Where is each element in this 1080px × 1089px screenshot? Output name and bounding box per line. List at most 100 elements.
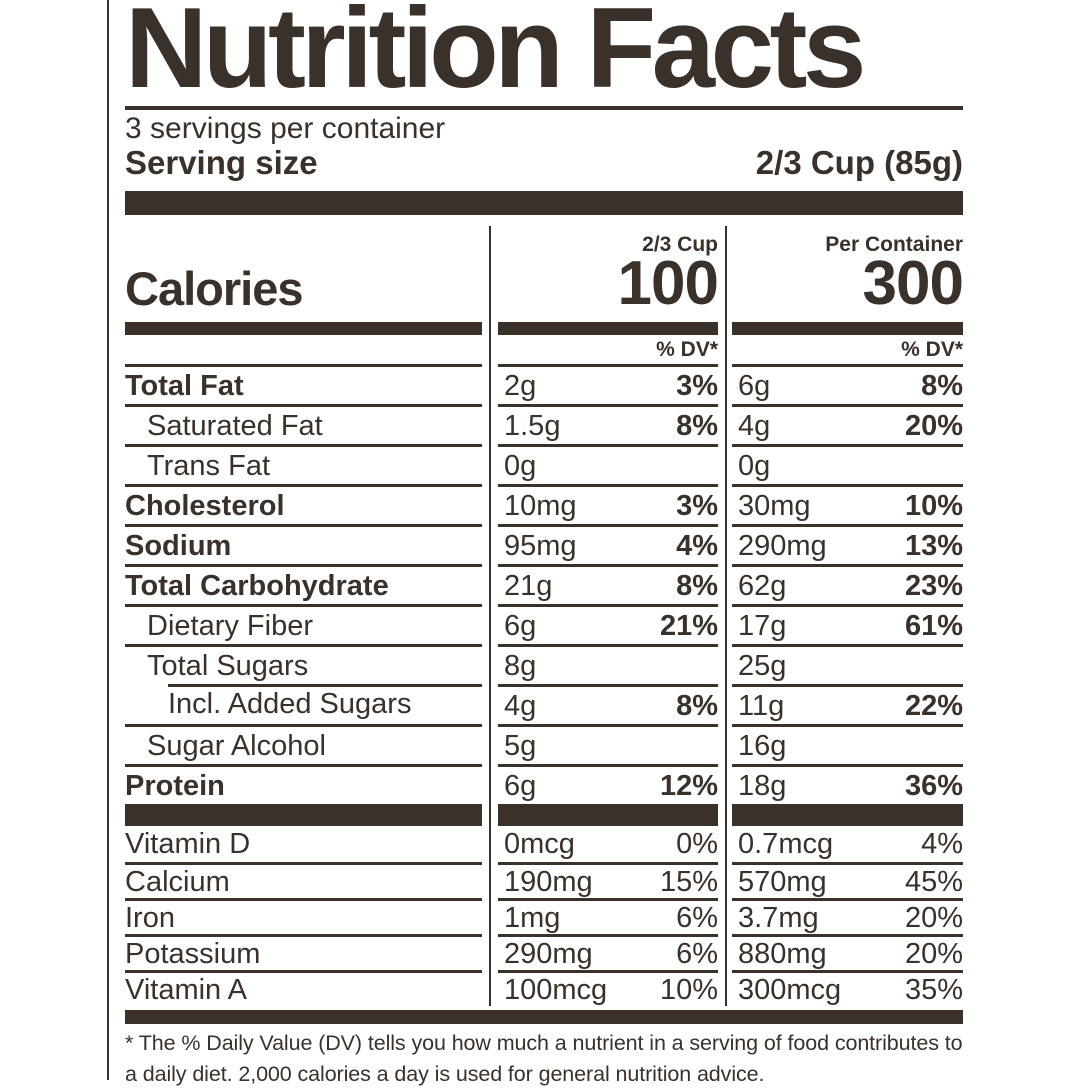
servings-per-container: 3 servings per container <box>125 112 446 145</box>
per-container-values: 4g 20% <box>732 404 963 444</box>
nutrient-row: Trans Fat 0g 0g <box>125 444 963 484</box>
dv-per-serving: 6% <box>676 901 718 934</box>
dv-per-serving: 8% <box>676 689 718 722</box>
nutrient-row: Sugar Alcohol 5g 16g <box>125 724 963 764</box>
amount-per-serving: 95mg <box>504 529 577 562</box>
per-container-column-header: Per Container <box>825 232 963 256</box>
amount-per-container: 16g <box>738 729 787 762</box>
per-serving-values: 0mcg 0% <box>498 826 718 862</box>
daily-value-header-row: % DV* % DV* <box>125 335 963 364</box>
nutrient-row: Sodium 95mg 4% 290mg 13% <box>125 524 963 564</box>
nutrient-name: Sodium <box>125 524 482 564</box>
serving-size-row: Serving size 2/3 Cup (85g) <box>125 144 963 182</box>
dv-per-container: 22% <box>904 689 963 722</box>
nutrient-name: Incl. Added Sugars <box>125 684 482 724</box>
per-container-values: 62g 23% <box>732 564 963 604</box>
calories-header-row: 2/3 Cup Per Container <box>125 226 963 256</box>
per-serving-values: 8g <box>498 644 718 684</box>
amount-per-container: 4g <box>738 409 771 442</box>
dv-per-container: 20% <box>904 409 963 442</box>
dv-per-serving: 0% <box>676 828 718 860</box>
dv-header-per-container: % DV* <box>901 338 963 361</box>
per-container-values: 0g <box>732 444 963 484</box>
per-container-values: 30mg 10% <box>732 484 963 524</box>
dv-per-serving: 21% <box>659 609 718 642</box>
amount-per-container: 11g <box>738 689 785 722</box>
nutrient-name: Sugar Alcohol <box>125 724 482 764</box>
nutrient-name: Potassium <box>125 934 482 970</box>
dv-per-container: 23% <box>904 569 963 602</box>
amount-per-serving: 21g <box>504 569 553 602</box>
nutrient-row: Potassium 290mg 6% 880mg 20% <box>125 934 963 970</box>
separator-bar-medium <box>125 322 963 335</box>
dv-per-container: 4% <box>921 828 963 860</box>
per-serving-values: 95mg 4% <box>498 524 718 564</box>
nutrient-name: Total Carbohydrate <box>125 564 482 604</box>
per-serving-values: 190mg 15% <box>498 862 718 898</box>
serving-size-value: 2/3 Cup (85g) <box>755 144 963 181</box>
nutrient-row: Iron 1mg 6% 3.7mg 20% <box>125 898 963 934</box>
amount-per-container: 25g <box>738 649 787 682</box>
amount-per-container: 880mg <box>738 937 827 970</box>
amount-per-serving: 4g <box>504 689 537 722</box>
calories-row: Calories 100 300 <box>125 249 964 319</box>
amount-per-serving: 290mg <box>504 937 593 970</box>
per-serving-values: 5g <box>498 724 718 764</box>
dv-per-container: 13% <box>904 529 963 562</box>
amount-per-container: 17g <box>738 609 787 642</box>
vitamin-rows-section: Vitamin D 0mcg 0% 0.7mcg 4% Calcium 190m… <box>125 826 963 1006</box>
per-serving-values: 100mcg 10% <box>498 970 718 1006</box>
amount-per-container: 6g <box>738 369 771 402</box>
per-serving-values: 1mg 6% <box>498 898 718 934</box>
per-container-values: 17g 61% <box>732 604 963 644</box>
per-container-values: 3.7mg 20% <box>732 898 963 934</box>
nutrient-row: Vitamin D 0mcg 0% 0.7mcg 4% <box>125 826 963 862</box>
nutrient-row: Vitamin A 100mcg 10% 300mcg 35% <box>125 970 963 1006</box>
per-serving-values: 2g 3% <box>498 364 718 404</box>
column-divider-1 <box>489 226 491 1006</box>
calories-label: Calories <box>125 261 303 315</box>
amount-per-container: 18g <box>738 769 787 802</box>
per-container-values: 6g 8% <box>732 364 963 404</box>
amount-per-serving: 0g <box>504 449 537 482</box>
nutrient-name: Trans Fat <box>125 444 482 484</box>
nutrient-row: Total Carbohydrate 21g 8% 62g 23% <box>125 564 963 604</box>
amount-per-container: 30mg <box>738 489 811 522</box>
nutrient-name: Total Fat <box>125 364 482 404</box>
amount-per-serving: 190mg <box>504 865 593 898</box>
per-serving-values: 0g <box>498 444 718 484</box>
dv-per-container: 61% <box>904 609 963 642</box>
label-title: Nutrition Facts <box>125 0 866 112</box>
nutrition-facts-label: Nutrition Facts 3 servings per container… <box>125 0 964 1086</box>
amount-per-container: 0g <box>738 449 771 482</box>
calories-per-serving-value: 100 <box>617 249 719 319</box>
amount-per-serving: 0mcg <box>504 828 575 860</box>
dv-per-container: 35% <box>904 973 963 1006</box>
per-serving-column-header: 2/3 Cup <box>642 232 718 256</box>
per-container-values: 11g 22% <box>732 684 963 724</box>
per-container-values: 570mg 45% <box>732 862 963 898</box>
per-serving-values: 290mg 6% <box>498 934 718 970</box>
nutrients-table: 2/3 Cup Per Container Calories 100 300 %… <box>125 226 964 1006</box>
dv-per-serving: 15% <box>659 865 718 898</box>
daily-value-footnote: * The % Daily Value (DV) tells you how m… <box>125 1031 963 1086</box>
amount-per-serving: 1mg <box>504 901 561 934</box>
amount-per-serving: 8g <box>504 649 537 682</box>
calories-per-container-value: 300 <box>862 249 964 319</box>
amount-per-serving: 2g <box>504 369 537 402</box>
per-serving-values: 21g 8% <box>498 564 718 604</box>
separator-bar-thick-top <box>125 191 963 215</box>
per-container-values: 16g <box>732 724 963 764</box>
amount-per-serving: 6g <box>504 609 537 642</box>
per-container-values: 25g <box>732 644 963 684</box>
nutrient-row: Incl. Added Sugars 4g 8% 11g 22% <box>125 684 963 724</box>
amount-per-container: 290mg <box>738 529 827 562</box>
nutrient-row: Saturated Fat 1.5g 8% 4g 20% <box>125 404 963 444</box>
nutrient-row: Total Sugars 8g 25g <box>125 644 963 684</box>
separator-bar-thick-mid <box>125 804 963 826</box>
indented-rule <box>168 684 482 687</box>
nutrient-row: Total Fat 2g 3% 6g 8% <box>125 364 963 404</box>
dv-per-container: 10% <box>904 489 963 522</box>
label-left-border <box>107 0 109 1080</box>
nutrient-name: Dietary Fiber <box>125 604 482 644</box>
